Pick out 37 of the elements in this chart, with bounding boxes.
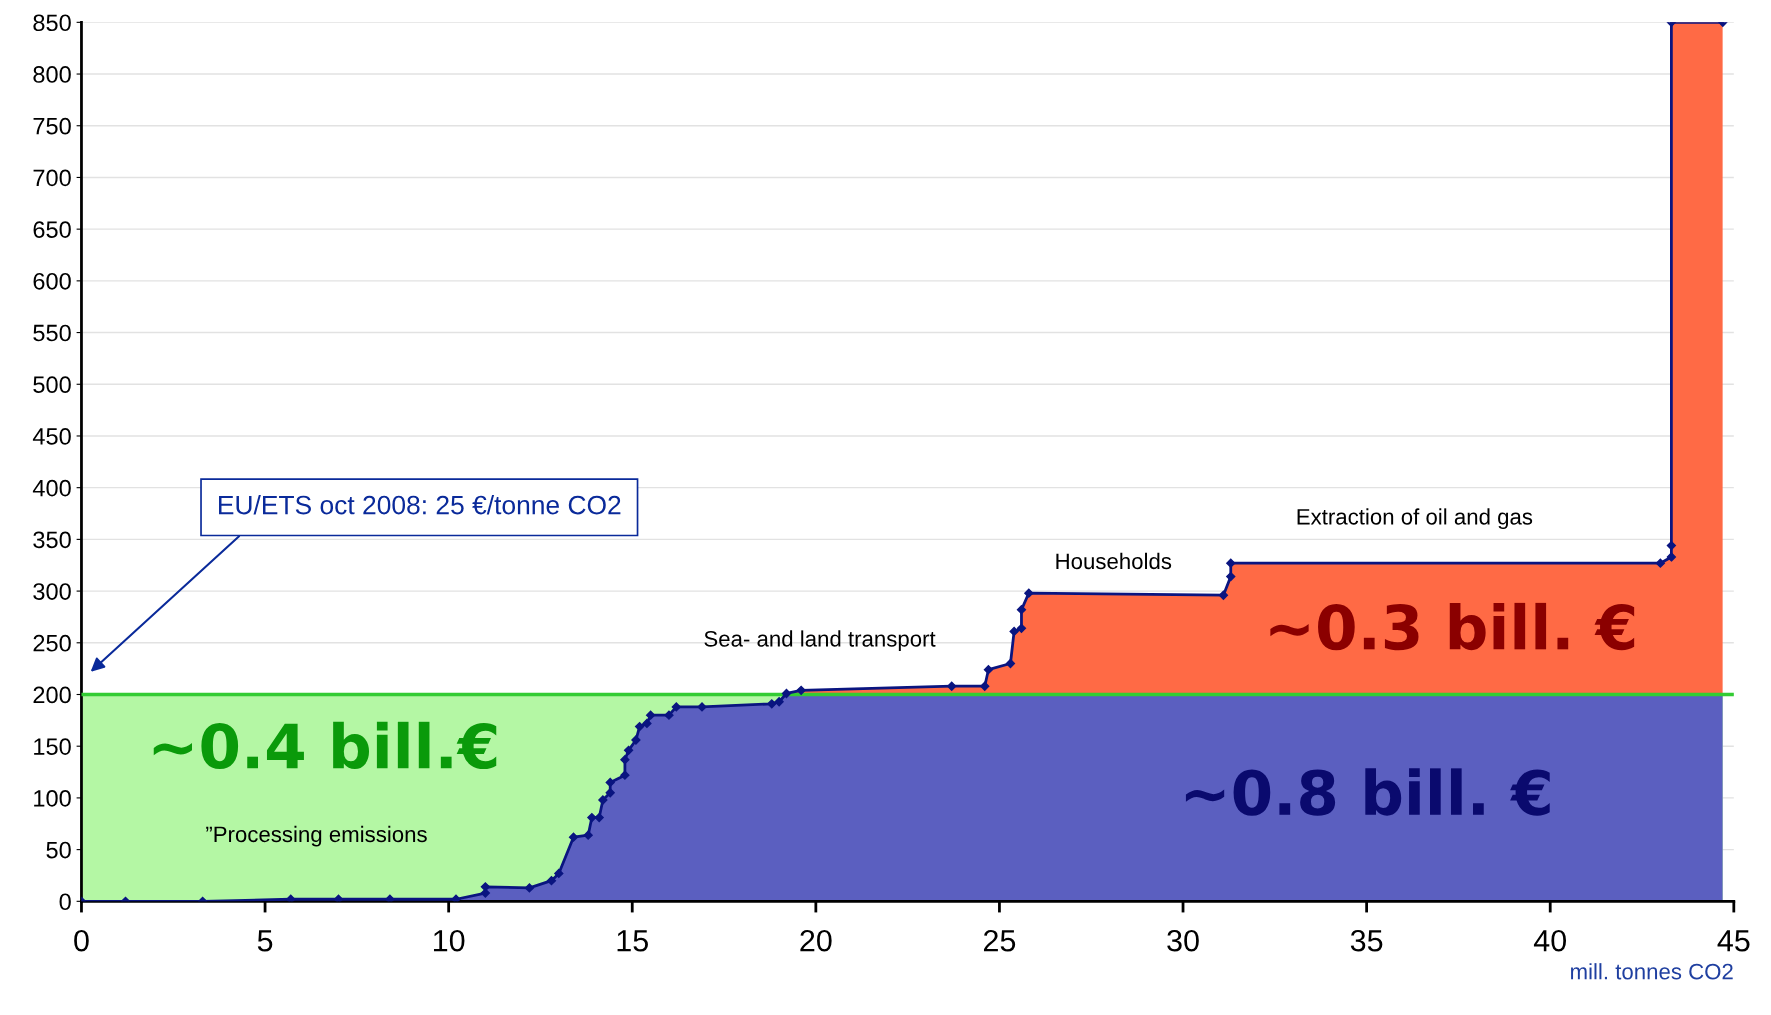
x-tick-label: 45 [1717, 930, 1750, 952]
x-tick-label: 10 [433, 929, 465, 952]
y-tick-label: 650 [33, 221, 71, 238]
y-tick-label: 800 [33, 66, 71, 83]
y-tick-label: 700 [33, 169, 71, 187]
y-tick-label: 250 [33, 634, 71, 652]
annotation: ~0.4 bill.€ [153, 721, 497, 770]
x-tick-label: 15 [617, 930, 648, 952]
y-tick-label: 0 [59, 893, 71, 911]
annotation: ~0.3 bill. € [1270, 602, 1635, 651]
y-tick-label: 500 [33, 376, 71, 394]
x-tick-label: 40 [1533, 929, 1567, 952]
x-tick-label: 30 [1167, 929, 1199, 952]
x-tick-label: 5 [257, 930, 273, 952]
y-tick-label: 450 [32, 428, 71, 445]
y-tick-label: 100 [34, 789, 71, 807]
x-axis-title: mill. tonnes CO2 [1571, 963, 1733, 980]
y-tick-label: 150 [34, 738, 71, 755]
y-tick-label: 550 [33, 324, 71, 342]
y-tick-label: 300 [33, 583, 71, 600]
x-tick-label: 35 [1350, 929, 1383, 952]
annotation: Households [1056, 552, 1172, 570]
y-tick-label: 400 [32, 479, 71, 497]
y-tick-label: 200 [33, 686, 71, 704]
annotation: Extraction of oil and gas [1297, 508, 1533, 530]
x-tick-label: 25 [983, 929, 1016, 952]
annotation: ~0.8 bill. € [1185, 768, 1550, 816]
x-tick-label: 0 [74, 929, 89, 952]
y-tick-label: 50 [46, 841, 71, 859]
y-tick-label: 750 [33, 117, 71, 135]
annotation: EU/ETS oct 2008: 25 €/tonne CO2 [219, 495, 621, 515]
annotation: ”Processing emissions [206, 825, 427, 847]
y-tick-label: 350 [33, 531, 71, 549]
annotation: Sea- and land transport [704, 630, 936, 652]
y-tick-label: 850 [33, 14, 71, 32]
x-tick-label: 20 [800, 929, 832, 952]
y-tick-label: 600 [33, 272, 71, 290]
